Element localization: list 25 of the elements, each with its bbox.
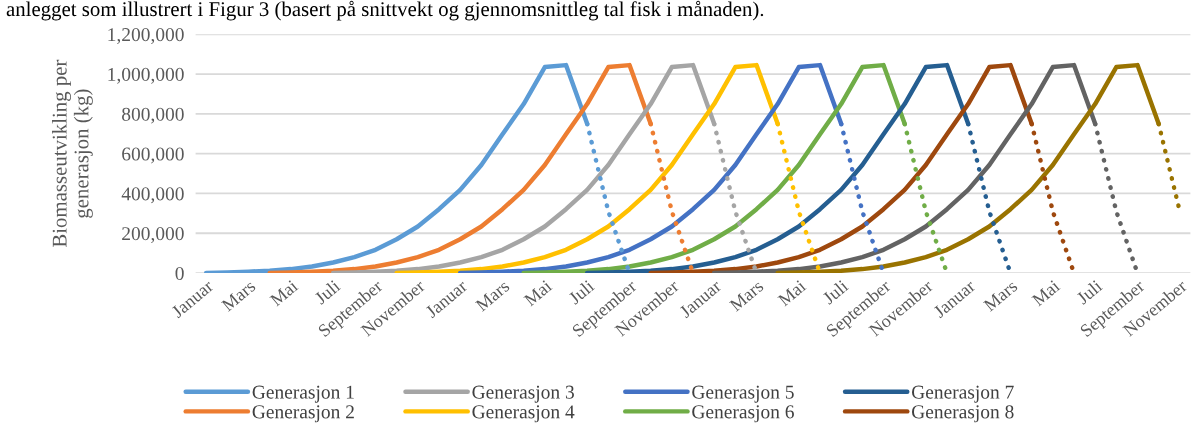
y-tick-label: 800,000 <box>122 107 184 124</box>
legend-label: Generasjon 6 <box>692 405 794 423</box>
x-tick-label: Mars <box>474 279 511 312</box>
y-tick-label: 600,000 <box>122 147 184 164</box>
legend-label: Generasjon 1 <box>252 385 354 403</box>
x-tick-label: Mars <box>220 279 257 312</box>
legend-label: Generasjon 3 <box>472 385 574 403</box>
text: anlegget som illustrert i Figur 3 (basert på snittvekt og gjennomsnittleg tal fisk i månaden). <box>6 0 764 21</box>
x-tick-label: Mai <box>523 279 553 307</box>
y-tick-label: 1,200,000 <box>108 28 184 44</box>
y-axis-title: Biomasseutvikling per generasjon (kg) <box>52 59 93 248</box>
legend-label: Generasjon 8 <box>911 405 1014 423</box>
x-tick-label: Mai <box>269 279 299 307</box>
y-tick-label: 1,000,000 <box>108 67 184 84</box>
x-tick-label: Mars <box>982 279 1019 312</box>
y-tick-label: 400,000 <box>121 187 184 204</box>
x-tick-label: Mai <box>777 279 807 307</box>
y-tick-label: 200,000 <box>122 227 184 243</box>
legend-label: Generasjon 5 <box>692 385 794 403</box>
x-tick-label: Mars <box>728 279 765 312</box>
legend-label: Generasjon 4 <box>472 405 575 423</box>
x-tick-label: Mai <box>1031 279 1061 307</box>
legend-label: Generasjon 7 <box>911 385 1014 403</box>
y-tick-label: 0 <box>175 266 184 280</box>
legend-label: Generasjon 2 <box>252 405 354 423</box>
